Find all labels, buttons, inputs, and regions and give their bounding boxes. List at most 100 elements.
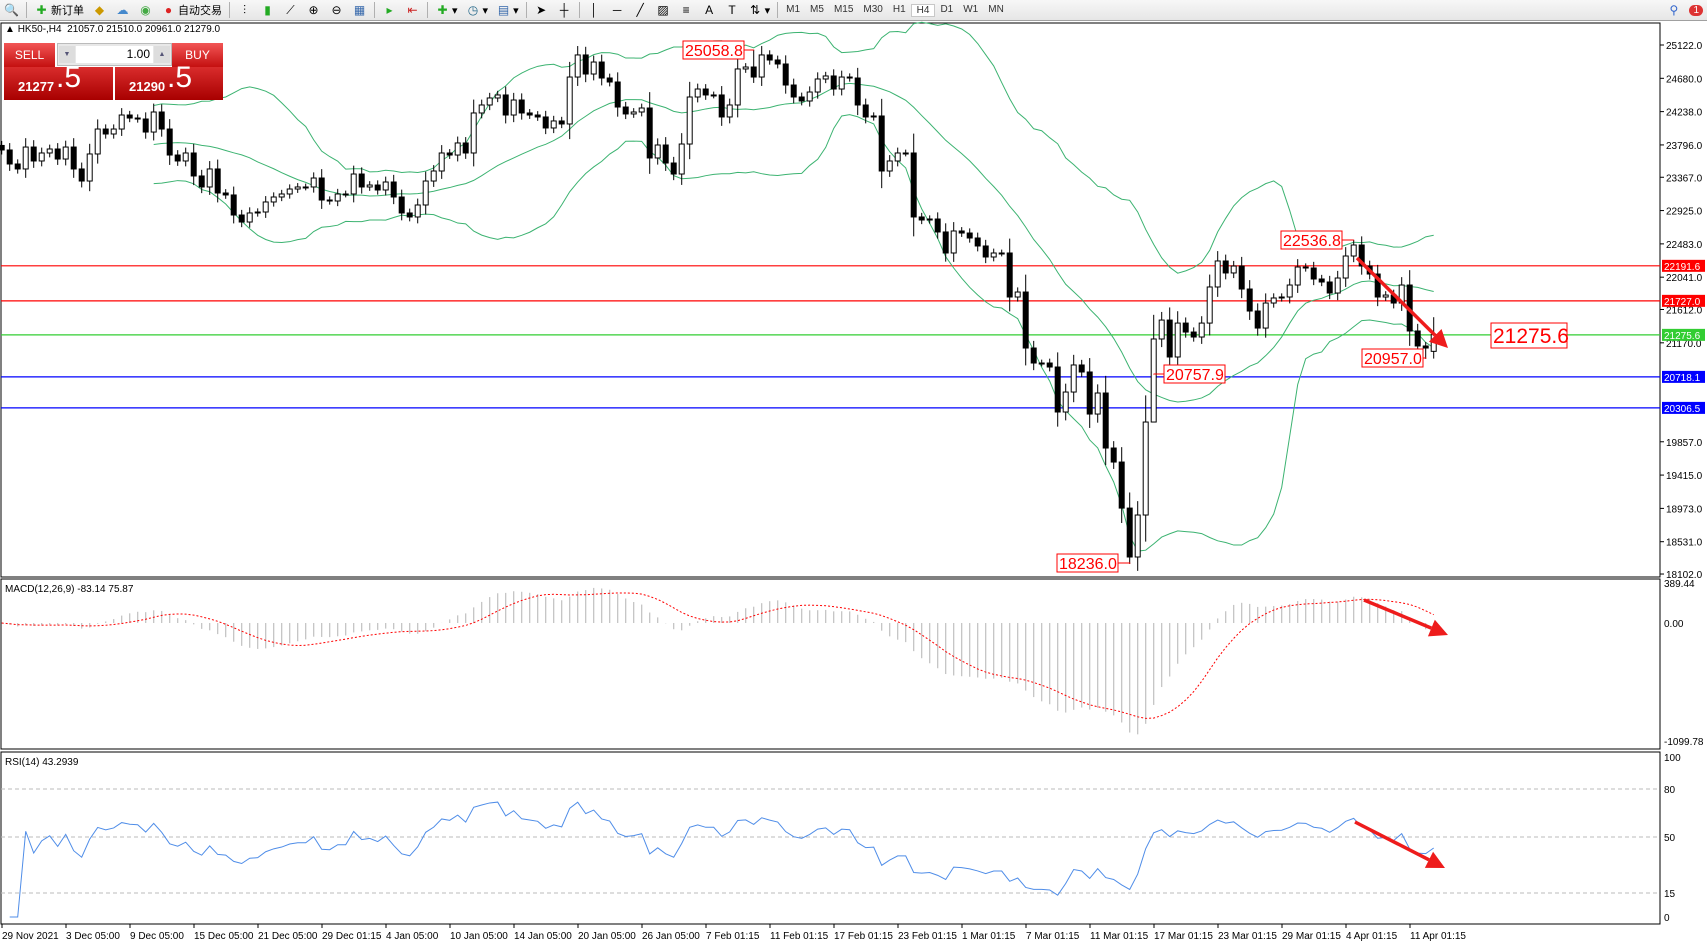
timeframe-h4[interactable]: H4: [910, 3, 936, 17]
candle-body: [118, 114, 125, 130]
candle: [894, 147, 901, 167]
tile-windows-button[interactable]: ▦: [348, 1, 371, 20]
price-tag-label: 22191.6: [1664, 262, 1701, 273]
arrows-tool[interactable]: ⇅ ▾: [744, 1, 775, 20]
sell-price-fraction: .5: [56, 61, 82, 94]
time-label: 17 Feb 01:15: [834, 931, 893, 942]
zoom-out-button[interactable]: ⊖: [325, 1, 348, 20]
candle: [1070, 354, 1077, 403]
candle-body: [526, 112, 533, 116]
candle-body: [1214, 260, 1221, 288]
crosshair-tool[interactable]: ┼: [553, 1, 576, 20]
buy-price-fraction: .5: [167, 61, 193, 94]
bar-chart-button[interactable]: ⫶: [233, 1, 256, 20]
search-tool-button[interactable]: 🔍: [0, 1, 23, 20]
buy-button[interactable]: BUY: [172, 43, 223, 67]
history-button[interactable]: ☁: [111, 1, 134, 20]
zoom-in-button[interactable]: ⊕: [302, 1, 325, 20]
templates-button[interactable]: ▤ ▾: [497, 2, 519, 17]
sell-price[interactable]: 21277.5: [4, 61, 113, 100]
increase-lot-button[interactable]: ▲: [154, 46, 170, 63]
channel-tool[interactable]: ▨: [652, 1, 675, 20]
candle-body: [110, 128, 117, 135]
buy-price[interactable]: 21290.5: [115, 61, 223, 100]
candle-body: [1326, 281, 1333, 294]
candle-body: [462, 142, 469, 154]
candle-body: [486, 97, 493, 106]
text-label-tool[interactable]: T: [721, 1, 744, 20]
candle: [334, 188, 341, 207]
price-chart[interactable]: 25122.0 24680.0 24238.0 23796.0 23367.0 22925…: [0, 21, 1707, 943]
decrease-lot-button[interactable]: ▼: [59, 46, 75, 63]
navigator-button[interactable]: ◆: [88, 1, 111, 20]
candle: [814, 72, 821, 99]
timeframe-m5[interactable]: M5: [810, 3, 824, 15]
price-tick-label: 21612.0: [1666, 306, 1703, 317]
timeframe-m15[interactable]: M15: [833, 3, 854, 15]
text-tool[interactable]: A: [698, 1, 721, 20]
periods-button[interactable]: ◷ ▾: [462, 1, 493, 20]
timeframe-h1[interactable]: H1: [892, 3, 906, 15]
candle-body: [982, 245, 989, 258]
candle: [718, 86, 725, 126]
signals-button[interactable]: ◉: [134, 1, 157, 20]
candle-body: [774, 59, 781, 65]
sell-button[interactable]: SELL: [4, 43, 55, 67]
candle: [1078, 359, 1085, 378]
macd-pane-frame: [0, 578, 1661, 750]
candle: [198, 169, 205, 194]
candle-body: [70, 146, 77, 170]
candle: [806, 86, 813, 107]
candle-body: [1054, 366, 1061, 413]
candle: [1198, 316, 1205, 344]
candle: [918, 212, 925, 225]
candle-body: [630, 111, 637, 115]
price-tick-label: 19857.0: [1666, 438, 1703, 449]
candlestick-icon: ▮: [264, 2, 271, 17]
timeframe-m30[interactable]: M30: [863, 3, 883, 15]
marker-label: 22536.8: [1283, 233, 1341, 250]
candle: [86, 143, 93, 192]
timeframe-w1[interactable]: W1: [963, 3, 979, 15]
candle-body: [790, 84, 797, 98]
indicators-button[interactable]: ✚ ▾: [431, 1, 462, 20]
horizontal-line-tool[interactable]: ─: [606, 1, 629, 20]
vertical-line-tool[interactable]: │: [583, 1, 606, 20]
candle-body: [726, 104, 733, 118]
candle-body: [350, 173, 357, 195]
candle: [1350, 239, 1357, 263]
timeframe-m1[interactable]: M1: [786, 3, 801, 15]
candle-body: [1126, 507, 1133, 558]
time-label: 29 Mar 01:15: [1282, 931, 1341, 942]
fibonacci-tool[interactable]: ≡: [675, 1, 698, 20]
candle: [1182, 317, 1189, 338]
line-chart-button[interactable]: ⟋: [279, 1, 302, 20]
candle: [958, 227, 965, 237]
lot-size-input[interactable]: 1.00: [76, 46, 153, 63]
candle: [638, 103, 645, 117]
auto-trading-button[interactable]: ● 自动交易: [157, 1, 226, 20]
candle-body: [822, 75, 829, 80]
trendline-tool[interactable]: ╱: [629, 1, 652, 20]
timeframe-mn[interactable]: MN: [988, 3, 1004, 15]
timeframe-d1[interactable]: D1: [940, 3, 954, 15]
cursor-tool[interactable]: ➤: [530, 1, 553, 20]
price-tick-label: 19415.0: [1666, 471, 1703, 482]
search-button[interactable]: ⚲: [1662, 1, 1685, 20]
candle-body: [270, 196, 277, 203]
notifications-button[interactable]: 1: [1685, 1, 1707, 20]
new-order-button[interactable]: ✚ 新订单: [30, 1, 88, 20]
autoscroll-button[interactable]: ▸: [378, 1, 401, 20]
candle: [470, 99, 477, 167]
trendline-icon: ╱: [636, 2, 644, 17]
candle-body: [750, 66, 757, 78]
candle-body: [742, 66, 749, 70]
candle-body: [150, 111, 157, 133]
candle-body: [342, 193, 349, 196]
chart-shift-button[interactable]: ⇤: [401, 1, 424, 20]
lot-size-stepper[interactable]: ▼ 1.00 ▲: [57, 43, 172, 66]
candle-body: [222, 192, 229, 196]
time-label: 15 Dec 05:00: [194, 931, 254, 942]
time-label: 7 Mar 01:15: [1026, 931, 1080, 942]
candlestick-button[interactable]: ▮: [256, 1, 279, 20]
